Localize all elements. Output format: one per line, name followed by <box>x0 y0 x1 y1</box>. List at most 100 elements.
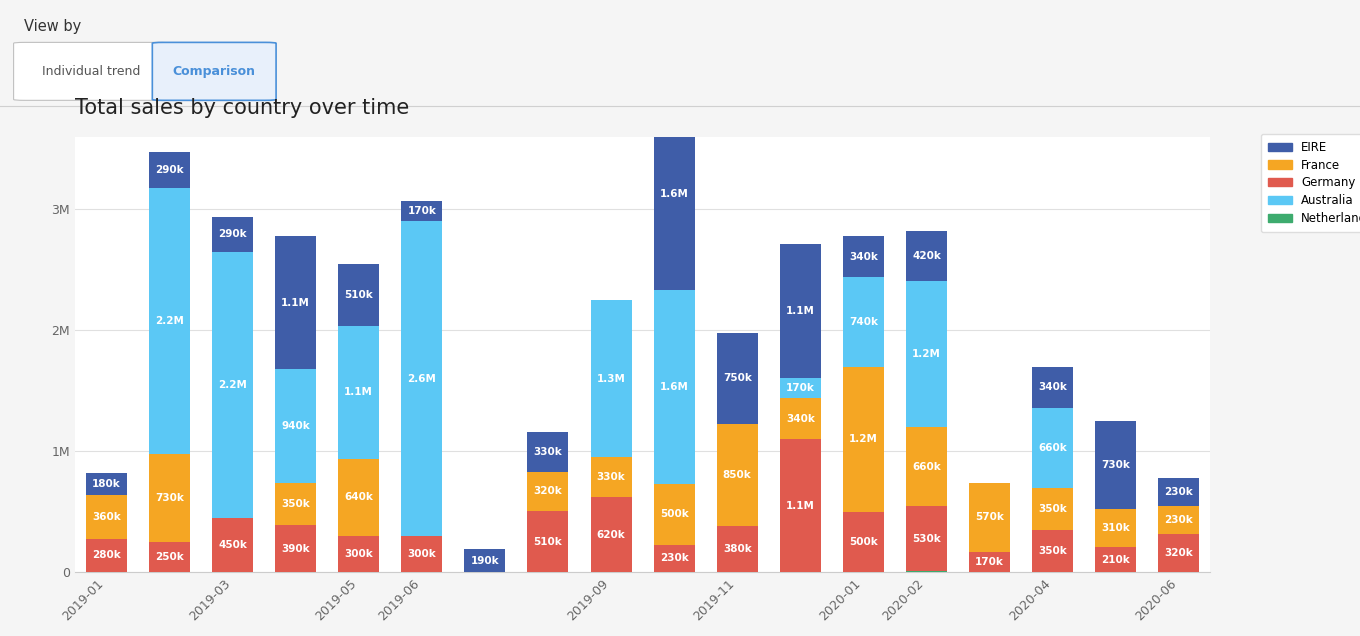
Text: Individual trend: Individual trend <box>42 65 140 78</box>
Text: 1.3M: 1.3M <box>597 374 626 384</box>
Text: 170k: 170k <box>975 557 1004 567</box>
Text: 390k: 390k <box>282 544 310 554</box>
Bar <box>717 333 758 424</box>
Text: 340k: 340k <box>849 252 877 261</box>
Bar <box>401 536 442 572</box>
Text: 640k: 640k <box>344 492 373 502</box>
Text: 2.2M: 2.2M <box>155 315 184 326</box>
Bar <box>779 378 821 398</box>
Text: 420k: 420k <box>913 251 941 261</box>
Text: 290k: 290k <box>155 165 184 175</box>
Text: 1.1M: 1.1M <box>786 306 815 316</box>
Bar <box>464 550 506 572</box>
Text: 340k: 340k <box>786 413 815 424</box>
Bar <box>528 511 568 572</box>
Bar <box>779 244 821 378</box>
Text: 230k: 230k <box>660 553 688 563</box>
Bar <box>150 542 190 572</box>
Bar <box>1095 547 1136 572</box>
Bar <box>212 217 253 252</box>
Text: 500k: 500k <box>660 509 688 520</box>
Bar <box>590 300 631 457</box>
Bar <box>717 527 758 572</box>
Bar <box>339 326 379 459</box>
Text: 320k: 320k <box>533 487 562 496</box>
Text: 230k: 230k <box>1164 515 1193 525</box>
Bar <box>906 230 947 281</box>
Bar <box>1159 506 1200 534</box>
Text: 340k: 340k <box>1038 382 1068 392</box>
Bar <box>779 398 821 439</box>
Bar <box>1095 421 1136 509</box>
Text: Comparison: Comparison <box>173 65 256 78</box>
Text: 1.1M: 1.1M <box>282 298 310 308</box>
Text: 290k: 290k <box>218 229 246 239</box>
FancyBboxPatch shape <box>14 43 169 100</box>
Text: 660k: 660k <box>1038 443 1068 453</box>
Bar <box>86 473 126 495</box>
Text: 2.2M: 2.2M <box>218 380 248 390</box>
Bar <box>843 277 884 367</box>
Text: 1.1M: 1.1M <box>344 387 373 397</box>
Bar <box>654 291 695 484</box>
Bar <box>1032 408 1073 488</box>
Text: 380k: 380k <box>724 544 752 555</box>
Bar <box>779 439 821 572</box>
Bar <box>339 536 379 572</box>
Bar <box>906 506 947 570</box>
Bar <box>843 367 884 512</box>
Text: 1.2M: 1.2M <box>849 434 877 445</box>
Bar <box>401 221 442 536</box>
Text: 940k: 940k <box>282 421 310 431</box>
Bar <box>970 552 1010 572</box>
Bar <box>339 264 379 326</box>
Text: 300k: 300k <box>344 550 373 559</box>
Text: 730k: 730k <box>155 493 184 503</box>
Text: 750k: 750k <box>722 373 752 383</box>
Text: 1.1M: 1.1M <box>786 501 815 511</box>
Text: 730k: 730k <box>1102 460 1130 470</box>
Bar <box>654 544 695 572</box>
Text: 510k: 510k <box>344 289 373 300</box>
Text: 510k: 510k <box>533 537 562 546</box>
Bar <box>86 495 126 539</box>
Text: 280k: 280k <box>92 550 121 560</box>
Text: 350k: 350k <box>1038 546 1068 556</box>
Text: 300k: 300k <box>408 550 437 559</box>
Bar <box>528 472 568 511</box>
Bar <box>843 236 884 277</box>
Text: Total sales by country over time: Total sales by country over time <box>75 98 409 118</box>
Bar <box>401 201 442 221</box>
Text: 2.6M: 2.6M <box>408 374 437 384</box>
Bar <box>1032 488 1073 530</box>
Text: 1.6M: 1.6M <box>660 382 688 392</box>
Text: 170k: 170k <box>786 383 815 393</box>
Bar <box>150 153 190 188</box>
FancyBboxPatch shape <box>152 43 276 100</box>
Text: 1.2M: 1.2M <box>913 349 941 359</box>
Bar <box>654 484 695 544</box>
Bar <box>275 236 316 369</box>
Bar <box>275 369 316 483</box>
Bar <box>1032 367 1073 408</box>
Text: 530k: 530k <box>913 534 941 544</box>
Text: View by: View by <box>24 20 82 34</box>
Bar <box>212 252 253 518</box>
Bar <box>654 97 695 291</box>
Text: 500k: 500k <box>849 537 877 547</box>
Legend: EIRE, France, Germany, Australia, Netherlands: EIRE, France, Germany, Australia, Nether… <box>1261 134 1360 232</box>
Bar <box>1032 530 1073 572</box>
Bar <box>906 281 947 427</box>
Text: 210k: 210k <box>1102 555 1130 565</box>
Text: 360k: 360k <box>92 512 121 522</box>
Bar <box>275 525 316 572</box>
Bar <box>212 518 253 572</box>
Text: 170k: 170k <box>408 206 437 216</box>
Text: 350k: 350k <box>282 499 310 509</box>
Text: 450k: 450k <box>218 540 248 550</box>
Text: 1.6M: 1.6M <box>660 189 688 198</box>
Text: 320k: 320k <box>1164 548 1193 558</box>
Text: 190k: 190k <box>471 556 499 566</box>
Bar <box>86 539 126 572</box>
Text: 310k: 310k <box>1102 523 1130 533</box>
